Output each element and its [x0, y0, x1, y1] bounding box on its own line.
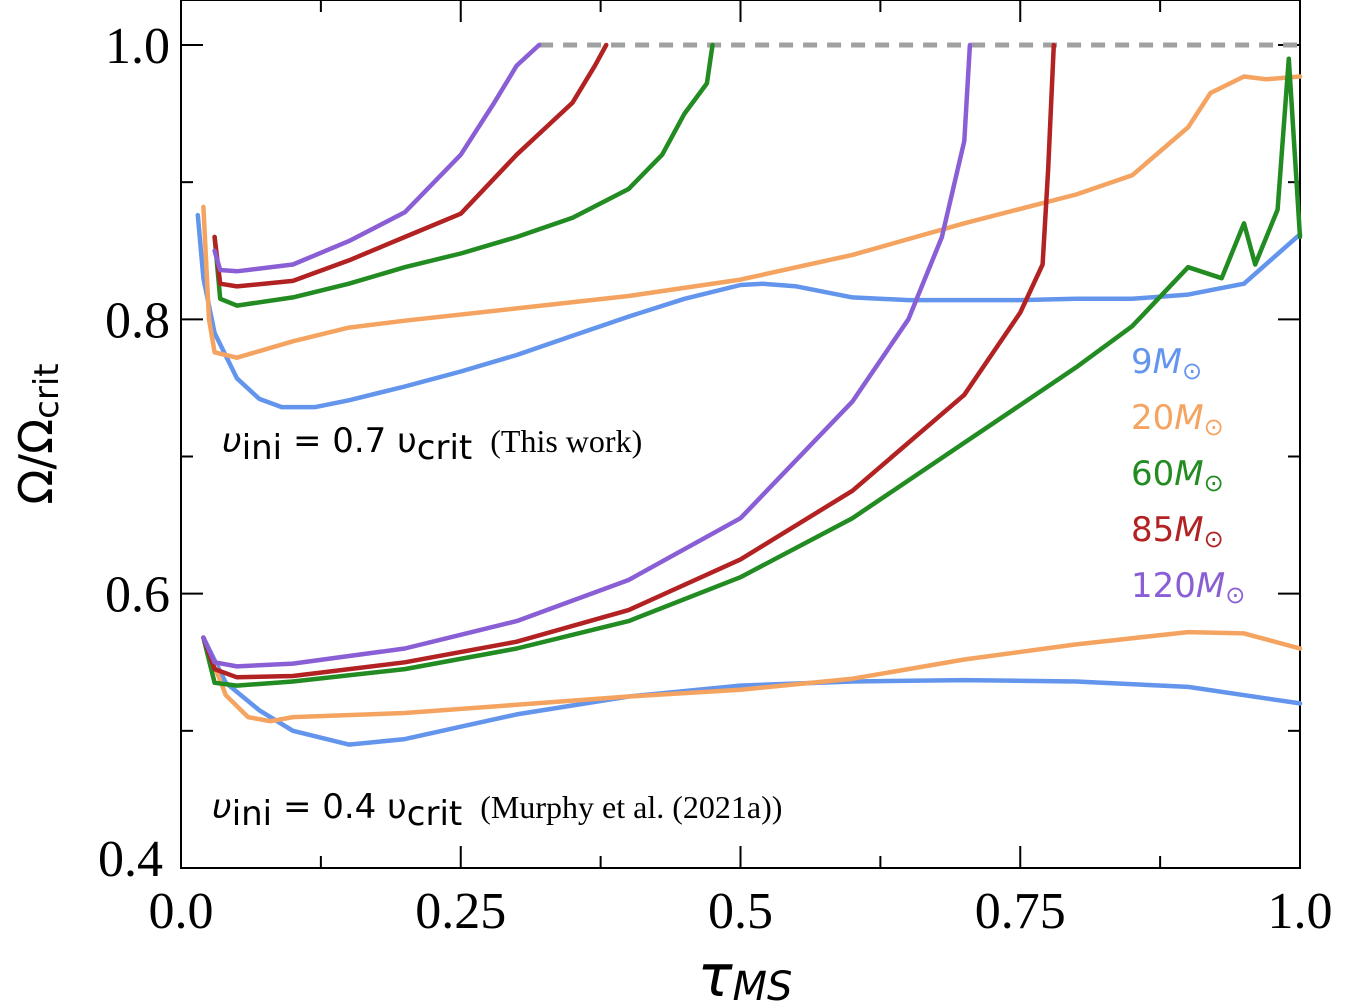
- legend-item-mass: 120: [1131, 566, 1196, 606]
- annotation-murphy-symbol: υ: [212, 787, 232, 827]
- legend-item-mass: 60: [1131, 454, 1174, 494]
- x-tick-label: 0.0: [149, 883, 214, 940]
- x-axis-title-main: τ: [698, 942, 734, 1008]
- y-tick-label: 0.4: [98, 831, 163, 888]
- annotation-this-work-sub2: crit: [417, 428, 472, 468]
- x-axis-title: τMS: [698, 942, 793, 1008]
- legend-item-symbol: M: [1174, 510, 1203, 550]
- legend-item: 120M⊙: [1131, 566, 1245, 609]
- series-line-v0.4-2: [201, 56, 1303, 688]
- legend-item-sun: ⊙: [1204, 413, 1224, 441]
- x-tick-label: 0.5: [708, 883, 773, 940]
- annotation-murphy: υini = 0.4 υcrit (Murphy et al. (2021a)): [212, 787, 782, 834]
- annotation-murphy-note: (Murphy et al. (2021a)): [480, 789, 782, 825]
- legend-item-sun: ⊙: [1225, 581, 1245, 609]
- annotation-murphy-eq: = 0.4 υ: [272, 787, 407, 827]
- series-line-v0.4-1: [201, 629, 1303, 724]
- annotation-this-work-symbol: υ: [222, 421, 242, 461]
- legend-item-mass: 20: [1131, 398, 1174, 438]
- legend-item-sun: ⊙: [1182, 357, 1202, 385]
- annotation-this-work: υini = 0.7 υcrit (This work): [222, 421, 642, 468]
- legend-item: 9M⊙: [1131, 342, 1202, 385]
- series-line-v0.7-1: [201, 74, 1303, 360]
- series-line-v0.7-2: [212, 42, 715, 308]
- x-tick-label: 0.75: [975, 883, 1066, 940]
- legend: 9M⊙20M⊙60M⊙85M⊙120M⊙: [1131, 342, 1245, 609]
- y-axis-title: Ω/Ωcrit: [9, 363, 67, 504]
- annotation-this-work-note: (This work): [490, 423, 642, 459]
- series-line-v0.4-3: [201, 42, 1057, 680]
- annotation-this-work-sub1: ini: [242, 428, 282, 468]
- y-axis-title-main: Ω/Ω: [9, 419, 63, 505]
- x-tick-label: 0.25: [415, 883, 506, 940]
- legend-item: 20M⊙: [1131, 398, 1224, 441]
- y-tick-label: 0.8: [105, 292, 170, 349]
- y-axis-title-sub: crit: [27, 363, 67, 418]
- series-line-v0.4-4: [201, 42, 973, 669]
- series-line-v0.7-4: [212, 42, 542, 274]
- legend-item-mass: 9: [1131, 342, 1153, 382]
- x-axis-title-sub: MS: [733, 964, 793, 1008]
- x-tick-label: 1.0: [1268, 883, 1333, 940]
- legend-item-mass: 85: [1131, 510, 1174, 550]
- annotation-this-work-eq: = 0.7 υ: [282, 421, 417, 461]
- annotation-murphy-sub2: crit: [407, 794, 462, 834]
- axis-ticks: [180, 0, 1301, 869]
- legend-item-symbol: M: [1196, 566, 1225, 606]
- legend-item: 60M⊙: [1131, 454, 1224, 497]
- legend-item: 85M⊙: [1131, 510, 1224, 553]
- legend-item-sun: ⊙: [1204, 469, 1224, 497]
- series-line-v0.4-0: [201, 635, 1303, 747]
- annotation-murphy-sub1: ini: [232, 794, 272, 834]
- y-tick-label: 0.6: [105, 567, 170, 624]
- axis-tick-labels: 0.0 0.25 0.5 0.75 1.0 0.4 0.6 0.8 1.0: [98, 18, 1333, 940]
- series-line-v0.7-0: [195, 212, 1303, 410]
- legend-item-symbol: M: [1153, 342, 1182, 382]
- series-line-v0.7-3: [212, 42, 609, 289]
- legend-item-symbol: M: [1174, 454, 1203, 494]
- y-tick-label: 1.0: [105, 18, 170, 75]
- legend-item-symbol: M: [1174, 398, 1203, 438]
- legend-item-sun: ⊙: [1204, 525, 1224, 553]
- series-group: [195, 42, 1303, 747]
